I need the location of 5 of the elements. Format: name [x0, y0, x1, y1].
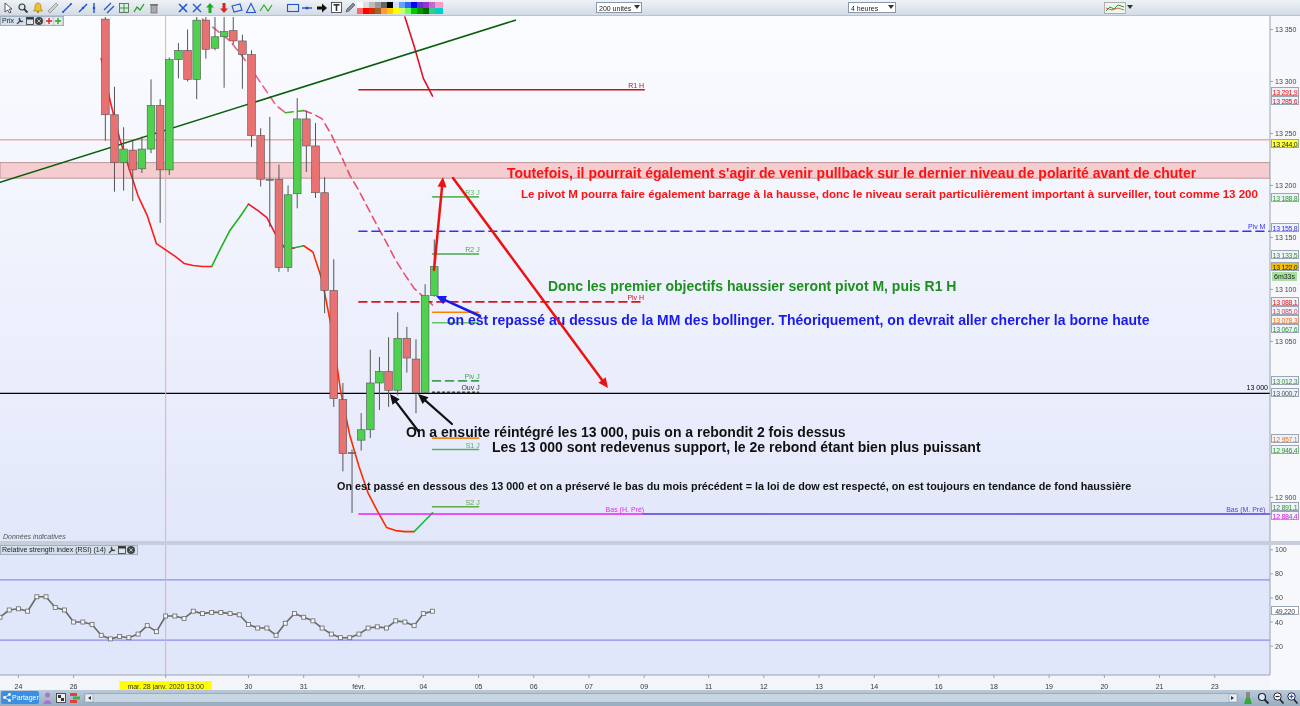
- annotation: Toutefois, il pourrait également s'agir de venir pullback sur le dernier niveau de polarité avant de chuter: [507, 165, 1197, 181]
- annotation: Les 13 000 sont redevenus support, le 2e rebond étant bien plus puissant: [492, 439, 981, 455]
- annotation: On a ensuite réintégré les 13 000, puis on a rebondit 2 fois dessus: [406, 424, 846, 440]
- annotation: Donc les premier objectifs haussier seront pivot M, puis R1 H: [548, 278, 957, 294]
- annotation: Le pivot M pourra faire également barrage à la hausse, donc le niveau serait particulièrement important à surveiller, tout comme 13 200: [521, 188, 1258, 200]
